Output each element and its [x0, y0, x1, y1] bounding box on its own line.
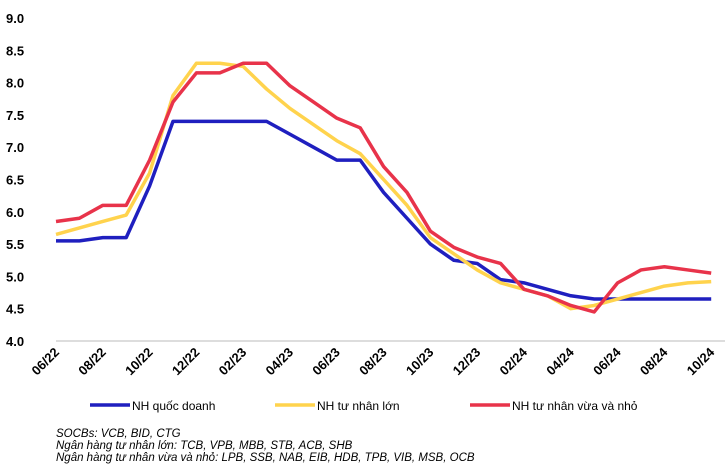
- footnote: Ngân hàng tư nhân lớn: TCB, VPB, MBB, ST…: [56, 440, 353, 452]
- x-tick-label: 06/23: [309, 345, 343, 379]
- y-tick-label: 5.5: [6, 237, 24, 252]
- legend-label: NH quốc doanh: [132, 399, 215, 413]
- y-tick-label: 8.0: [6, 76, 24, 91]
- x-tick-label: 12/23: [450, 345, 484, 379]
- x-tick-label: 10/24: [684, 344, 718, 378]
- footnote: SOCBs: VCB, BID, CTG: [56, 428, 181, 440]
- y-tick-label: 7.0: [6, 140, 24, 155]
- y-tick-label: 6.5: [6, 173, 24, 188]
- x-tick-label: 02/23: [216, 345, 250, 379]
- x-tick-label: 10/23: [403, 345, 437, 379]
- footnote: Ngân hàng tư nhân vừa và nhỏ: LPB, SSB, …: [56, 452, 475, 464]
- y-tick-label: 5.0: [6, 269, 24, 284]
- y-tick-label: 8.5: [6, 43, 24, 58]
- legend-label: NH tư nhân lớn: [317, 399, 400, 413]
- x-tick-label: 10/22: [122, 345, 156, 379]
- x-tick-label: 08/22: [75, 345, 109, 379]
- x-tick-label: 06/22: [29, 345, 63, 379]
- x-tick-label: 02/24: [497, 344, 531, 378]
- series-line: [55, 61, 712, 314]
- y-tick-label: 7.5: [6, 108, 24, 123]
- x-tick-label: 08/23: [356, 345, 390, 379]
- y-tick-label: 4.5: [6, 302, 24, 317]
- x-tick-label: 08/24: [637, 344, 671, 378]
- y-tick-label: 6.0: [6, 205, 24, 220]
- y-tick-label: 9.0: [6, 11, 24, 26]
- x-tick-label: 12/22: [169, 345, 203, 379]
- y-tick-label: 4.0: [6, 334, 24, 349]
- x-tick-label: 06/24: [590, 344, 624, 378]
- x-tick-label: 04/24: [543, 344, 577, 378]
- series-line: [56, 119, 712, 301]
- series-line: [55, 61, 712, 311]
- legend-label: NH tư nhân vừa và nhỏ: [512, 399, 638, 413]
- x-tick-label: 04/23: [263, 345, 297, 379]
